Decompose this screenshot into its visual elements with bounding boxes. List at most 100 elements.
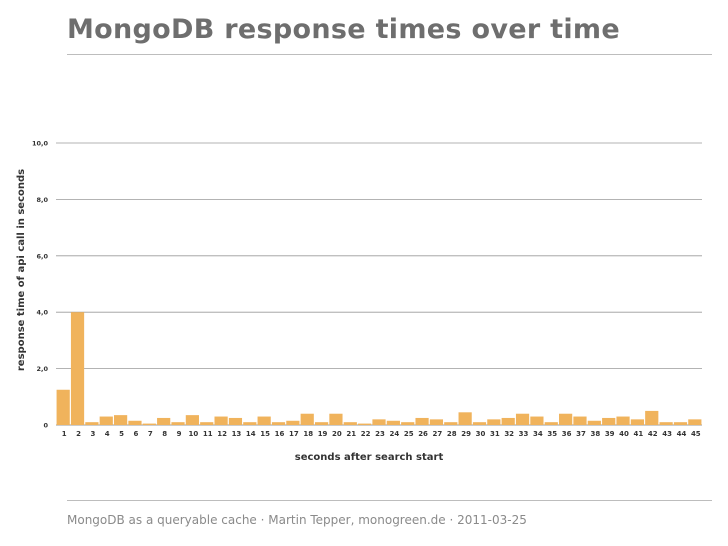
bar [487, 419, 501, 425]
x-tick-label: 5 [119, 430, 124, 438]
bar [401, 422, 415, 425]
y-tick-label: 6,0 [36, 252, 48, 260]
x-tick-label: 30 [476, 430, 486, 438]
x-tick-label: 3 [90, 430, 95, 438]
x-tick-label: 21 [346, 430, 356, 438]
x-tick-label: 43 [662, 430, 672, 438]
bar [142, 423, 156, 425]
bar [200, 422, 214, 425]
x-tick-label: 25 [404, 430, 414, 438]
bar [56, 389, 70, 425]
bar [458, 412, 472, 425]
y-tick-label: 10,0 [32, 140, 49, 148]
bar [472, 422, 487, 425]
bar [314, 422, 329, 425]
x-tick-label: 28 [447, 430, 457, 438]
y-tick-label: 4,0 [36, 309, 48, 317]
bar [515, 413, 530, 425]
bar [630, 419, 645, 425]
bar [343, 422, 357, 425]
bar [544, 422, 558, 425]
bar [444, 422, 458, 425]
x-tick-label: 45 [691, 430, 701, 438]
bar [415, 417, 429, 425]
x-tick-label: 41 [634, 430, 644, 438]
x-tick-label: 14 [246, 430, 256, 438]
bar [501, 417, 515, 425]
bars [56, 312, 702, 425]
x-tick-label: 39 [605, 430, 615, 438]
bar [616, 416, 630, 425]
bar [386, 420, 400, 425]
x-tick-label: 29 [461, 430, 471, 438]
y-tick-label: 2,0 [36, 365, 48, 373]
bar [99, 416, 113, 425]
x-tick-label: 32 [504, 430, 514, 438]
bar [429, 419, 444, 425]
x-tick-label: 16 [275, 430, 285, 438]
x-tick-label: 22 [361, 430, 371, 438]
x-tick-label: 26 [418, 430, 428, 438]
x-tick-label: 42 [648, 430, 658, 438]
x-tick-label: 27 [433, 430, 443, 438]
x-tick-label: 4 [105, 430, 110, 438]
bar [602, 417, 616, 425]
x-tick-label: 2 [76, 430, 81, 438]
bar [358, 423, 372, 425]
bar [659, 422, 673, 425]
y-tick-label: 0 [43, 422, 48, 430]
bar [70, 312, 85, 425]
bar [171, 422, 185, 425]
bar [228, 417, 243, 425]
bar [530, 416, 544, 425]
title-divider [67, 54, 712, 55]
bar [300, 413, 314, 425]
x-tick-label: 36 [562, 430, 572, 438]
bar [185, 415, 199, 425]
x-tick-label: 35 [547, 430, 557, 438]
x-tick-label: 33 [519, 430, 529, 438]
slide-footer: MongoDB as a queryable cache · Martin Te… [67, 513, 527, 527]
x-tick-label: 44 [677, 430, 687, 438]
x-tick-label: 13 [232, 430, 242, 438]
x-tick-label: 7 [148, 430, 153, 438]
y-tick-labels: 0 2,0 4,0 6,0 8,0 10,0 [32, 140, 49, 430]
x-tick-label: 15 [260, 430, 270, 438]
x-tick-label: 6 [134, 430, 139, 438]
x-tick-label: 12 [217, 430, 227, 438]
x-tick-label: 19 [318, 430, 328, 438]
bar [243, 422, 257, 425]
bar [157, 417, 171, 425]
x-tick-label: 23 [375, 430, 385, 438]
bar [587, 420, 601, 425]
bar [673, 422, 688, 425]
gridlines [56, 142, 702, 426]
bar [688, 419, 702, 425]
y-axis-label: response time of api call in seconds [16, 169, 27, 371]
bar [113, 415, 128, 425]
x-tick-label: 37 [576, 430, 586, 438]
x-tick-label: 31 [490, 430, 500, 438]
bar [271, 422, 286, 425]
x-tick-label: 1 [62, 430, 67, 438]
bar [573, 416, 587, 425]
footer-divider [67, 500, 712, 501]
bar [329, 413, 343, 425]
bar [257, 416, 271, 425]
bar [559, 413, 573, 425]
y-tick-label: 8,0 [36, 196, 48, 204]
x-tick-label: 11 [203, 430, 213, 438]
x-tick-label: 9 [177, 430, 182, 438]
x-tick-label: 24 [389, 430, 399, 438]
x-tick-label: 8 [162, 430, 167, 438]
x-tick-label: 34 [533, 430, 543, 438]
bar [286, 420, 300, 425]
bar [372, 419, 386, 425]
x-tick-label: 17 [289, 430, 299, 438]
x-tick-label: 20 [332, 430, 342, 438]
bar [85, 422, 99, 425]
x-tick-label: 18 [303, 430, 313, 438]
bar [645, 410, 659, 425]
x-tick-label: 40 [619, 430, 629, 438]
